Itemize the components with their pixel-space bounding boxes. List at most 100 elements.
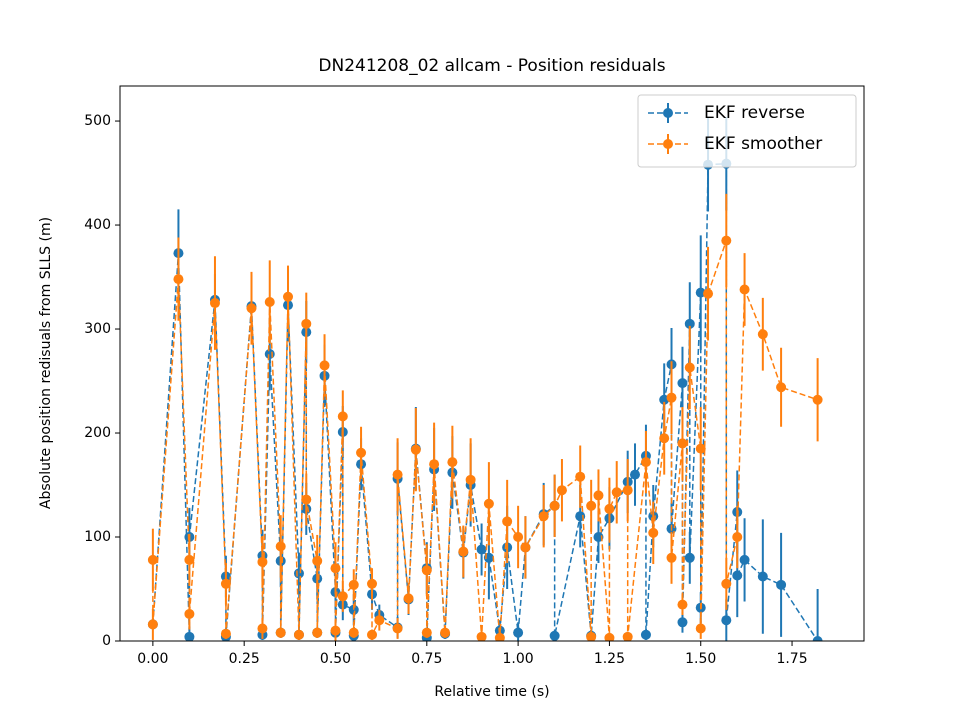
- data-point: [640, 457, 651, 468]
- data-point: [666, 392, 677, 403]
- data-point: [374, 615, 385, 626]
- data-point: [659, 433, 670, 444]
- data-point: [421, 627, 432, 638]
- data-point: [677, 617, 688, 628]
- data-point: [494, 632, 505, 641]
- data-point: [348, 604, 359, 615]
- data-point: [392, 623, 403, 634]
- data-point: [421, 565, 432, 576]
- data-point: [695, 287, 706, 298]
- y-tick-label: 100: [84, 529, 111, 545]
- y-tick-label: 500: [84, 113, 111, 129]
- data-point: [275, 541, 286, 552]
- data-point: [440, 627, 451, 638]
- data-point: [556, 485, 567, 496]
- data-point: [648, 527, 659, 538]
- data-point: [367, 578, 378, 589]
- data-point: [337, 591, 348, 602]
- data-point: [677, 378, 688, 389]
- data-point: [629, 469, 640, 480]
- data-point: [611, 487, 622, 498]
- data-point: [184, 631, 195, 641]
- data-point: [721, 578, 732, 589]
- data-point: [593, 490, 604, 501]
- x-axis-label: Relative time (s): [434, 684, 549, 700]
- x-tick-label: 0.75: [411, 651, 442, 667]
- data-point: [301, 494, 312, 505]
- data-point: [209, 298, 220, 309]
- data-point: [586, 500, 597, 511]
- data-point: [757, 329, 768, 340]
- data-point: [447, 457, 458, 468]
- x-tick-label: 1.75: [776, 651, 807, 667]
- data-point: [348, 579, 359, 590]
- data-point: [293, 629, 304, 640]
- data-point: [622, 631, 633, 641]
- data-point: [184, 608, 195, 619]
- data-point: [319, 360, 330, 371]
- data-point: [356, 447, 367, 458]
- data-point: [257, 556, 268, 567]
- data-point: [666, 552, 677, 563]
- x-tick-label: 0.00: [137, 651, 168, 667]
- data-point: [604, 503, 615, 514]
- data-point: [622, 485, 633, 496]
- x-tick-label: 1.50: [685, 651, 716, 667]
- y-tick-label: 300: [84, 321, 111, 337]
- data-point: [301, 318, 312, 329]
- data-point: [812, 394, 823, 405]
- x-tick-label: 1.00: [503, 651, 534, 667]
- y-tick-label: 400: [84, 217, 111, 233]
- legend-box: [637, 94, 857, 168]
- legend-marker: [663, 108, 673, 118]
- data-point: [538, 511, 549, 522]
- data-point: [476, 544, 487, 555]
- data-point: [465, 474, 476, 485]
- data-point: [220, 628, 231, 639]
- data-point: [684, 362, 695, 373]
- data-point: [246, 303, 257, 314]
- data-point: [476, 631, 487, 641]
- series-line: [152, 240, 818, 638]
- data-point: [721, 615, 732, 626]
- data-point: [184, 554, 195, 565]
- legend-label: EKF smoother: [704, 134, 822, 154]
- data-point: [312, 555, 323, 566]
- data-point: [312, 627, 323, 638]
- data-point: [367, 629, 378, 640]
- data-point: [586, 631, 597, 641]
- data-point: [695, 443, 706, 454]
- data-point: [549, 500, 560, 511]
- data-point: [593, 532, 604, 543]
- data-point: [147, 619, 158, 630]
- data-point: [695, 623, 706, 634]
- data-point: [640, 629, 651, 640]
- data-point: [575, 471, 586, 482]
- data-point: [703, 288, 714, 299]
- data-point: [410, 444, 421, 455]
- y-tick-label: 200: [84, 425, 111, 441]
- data-point: [330, 563, 341, 574]
- data-point: [812, 636, 823, 641]
- data-point: [604, 632, 615, 641]
- data-point: [732, 570, 743, 581]
- data-point: [458, 546, 469, 557]
- data-point: [739, 284, 750, 295]
- data-point: [348, 627, 359, 638]
- data-point: [513, 627, 524, 638]
- data-point: [732, 532, 743, 543]
- data-point: [684, 318, 695, 329]
- x-tick-label: 0.50: [320, 651, 351, 667]
- legend-label: EKF reverse: [704, 103, 805, 123]
- data-point: [337, 411, 348, 422]
- data-point: [520, 542, 531, 553]
- data-point: [483, 498, 494, 509]
- x-tick-label: 1.25: [594, 651, 625, 667]
- data-point: [147, 554, 158, 565]
- y-tick-label: 0: [102, 633, 111, 649]
- data-point: [776, 382, 787, 393]
- data-point: [403, 593, 414, 604]
- data-point: [684, 552, 695, 563]
- data-point: [293, 568, 304, 579]
